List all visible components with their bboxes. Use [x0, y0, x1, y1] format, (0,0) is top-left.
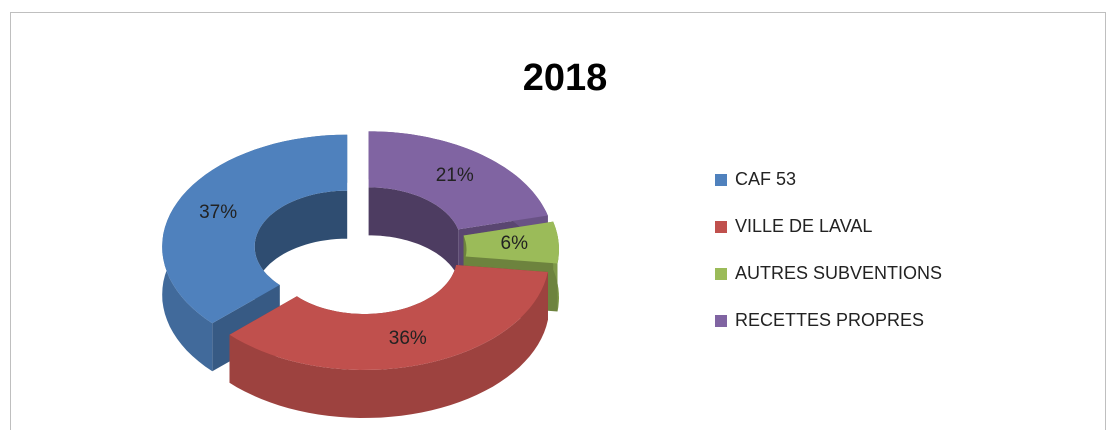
- legend-swatch: [715, 221, 727, 233]
- data-label: 21%: [436, 165, 474, 186]
- legend-swatch: [715, 174, 727, 186]
- slice-inner-wall: [368, 187, 459, 278]
- data-label: 37%: [199, 202, 237, 223]
- chart-title: 2018: [523, 57, 608, 99]
- data-label: 6%: [501, 233, 529, 254]
- slice: [229, 265, 548, 370]
- legend-label: AUTRES SUBVENTIONS: [735, 263, 942, 283]
- slice: [463, 221, 559, 264]
- slice: [368, 131, 548, 230]
- data-label: 36%: [389, 328, 427, 349]
- slice: [162, 134, 348, 324]
- legend-swatch: [715, 315, 727, 327]
- slice-outer-wall: [229, 272, 548, 418]
- legend-label: VILLE DE LAVAL: [735, 216, 872, 236]
- legend-swatch: [715, 268, 727, 280]
- legend-label: RECETTES PROPRES: [735, 310, 924, 330]
- legend-label: CAF 53: [735, 169, 796, 189]
